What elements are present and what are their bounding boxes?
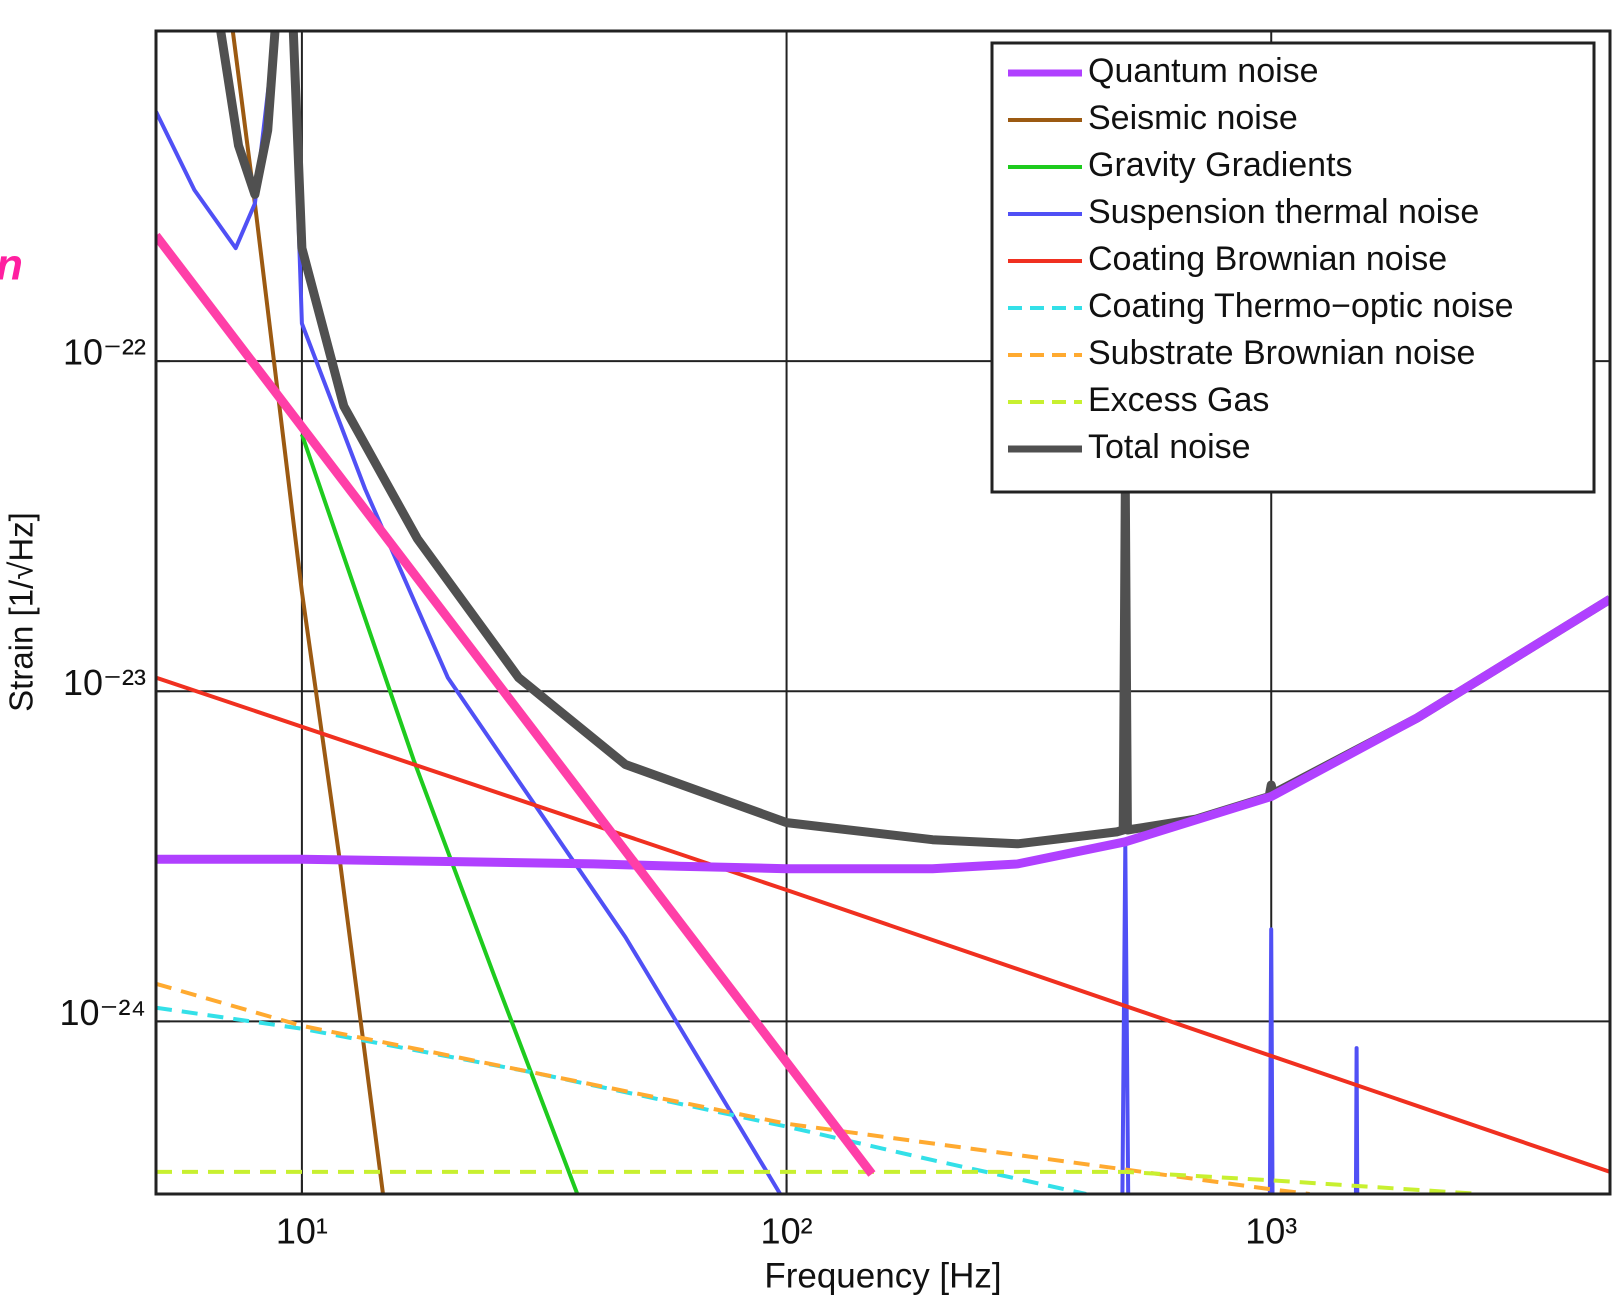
legend-label: Suspension thermal noise [1088, 193, 1479, 231]
series-line [156, 675, 1610, 1174]
x-tick-label: 10¹ [276, 1211, 328, 1252]
x-axis-title: Frequency [Hz] [764, 1256, 1001, 1295]
y-tick-label: 10⁻²² [63, 332, 146, 373]
plot-frame [154, 29, 1612, 1196]
series-line [156, 595, 1610, 874]
annotation: n [0, 241, 23, 290]
legend-label: Coating Thermo−optic noise [1088, 287, 1514, 325]
legend-label: Seismic noise [1088, 99, 1298, 137]
x-tick-label: 10² [761, 1211, 813, 1252]
x-tick-label: 10³ [1245, 1211, 1297, 1252]
legend-label: Total noise [1088, 428, 1251, 466]
y-tick-label: 10⁻²³ [63, 662, 146, 703]
plot-lines [156, 31, 1610, 1194]
series-line [156, 981, 1310, 1194]
legend-label: Substrate Brownian noise [1088, 334, 1475, 372]
legend-label: Quantum noise [1088, 52, 1319, 90]
legend-box [990, 41, 1596, 494]
series-line [156, 1169, 1481, 1194]
legend-label: Excess Gas [1088, 381, 1269, 419]
series-line [230, 31, 385, 1194]
series-line [156, 232, 876, 1177]
series-line [300, 433, 580, 1194]
series-line [156, 1005, 1087, 1194]
y-tick-label: 10⁻²⁴ [59, 992, 146, 1033]
y-axis-title: Strain [1/√Hz] [3, 512, 40, 712]
legend-label: Gravity Gradients [1088, 146, 1353, 184]
legend-label: Coating Brownian noise [1088, 240, 1447, 278]
